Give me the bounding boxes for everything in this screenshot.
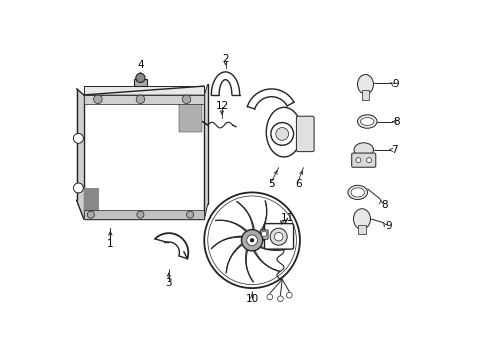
Polygon shape	[263, 219, 288, 240]
Text: 8: 8	[382, 200, 388, 210]
Text: 9: 9	[385, 221, 392, 231]
Ellipse shape	[358, 115, 377, 128]
Bar	[84, 95, 204, 104]
Circle shape	[278, 296, 283, 302]
Text: 7: 7	[391, 145, 398, 155]
Text: 4: 4	[137, 60, 144, 70]
Polygon shape	[204, 84, 208, 219]
Circle shape	[136, 73, 145, 82]
FancyBboxPatch shape	[352, 153, 376, 167]
Circle shape	[94, 95, 102, 104]
Circle shape	[182, 95, 191, 104]
Circle shape	[74, 183, 83, 193]
Circle shape	[274, 233, 283, 241]
Circle shape	[242, 230, 263, 251]
Circle shape	[250, 238, 254, 242]
Polygon shape	[212, 237, 242, 248]
Ellipse shape	[348, 185, 368, 199]
Text: 2: 2	[222, 54, 229, 64]
Text: 9: 9	[392, 79, 399, 89]
Text: 8: 8	[393, 117, 400, 126]
Circle shape	[267, 294, 272, 300]
Polygon shape	[260, 201, 267, 233]
Ellipse shape	[358, 75, 373, 94]
Circle shape	[74, 134, 83, 143]
FancyBboxPatch shape	[358, 225, 366, 234]
Text: 11: 11	[281, 213, 294, 223]
Circle shape	[136, 95, 145, 104]
Ellipse shape	[353, 209, 370, 229]
Circle shape	[204, 192, 300, 288]
Polygon shape	[216, 220, 246, 231]
Bar	[84, 188, 99, 219]
Polygon shape	[261, 246, 293, 250]
Polygon shape	[84, 86, 204, 95]
Circle shape	[247, 235, 257, 246]
Polygon shape	[76, 89, 84, 219]
Circle shape	[261, 231, 267, 237]
Text: 10: 10	[245, 294, 259, 305]
Circle shape	[187, 211, 194, 218]
Text: 3: 3	[166, 278, 172, 288]
Circle shape	[87, 211, 95, 218]
Polygon shape	[237, 202, 254, 229]
Polygon shape	[226, 244, 242, 273]
Circle shape	[287, 292, 292, 298]
FancyBboxPatch shape	[296, 116, 314, 152]
Bar	[84, 95, 204, 219]
Polygon shape	[245, 250, 253, 282]
Text: 12: 12	[215, 100, 229, 111]
Ellipse shape	[351, 188, 365, 197]
Circle shape	[270, 228, 287, 245]
Circle shape	[276, 127, 289, 140]
Circle shape	[137, 211, 144, 218]
Circle shape	[356, 158, 361, 163]
Polygon shape	[84, 86, 204, 95]
FancyBboxPatch shape	[260, 230, 268, 239]
Bar	[179, 98, 202, 132]
Circle shape	[271, 123, 294, 145]
Bar	[84, 210, 204, 219]
Ellipse shape	[361, 118, 374, 125]
FancyBboxPatch shape	[134, 79, 147, 86]
Circle shape	[367, 158, 371, 163]
Circle shape	[208, 196, 296, 284]
Ellipse shape	[266, 107, 302, 157]
Text: 6: 6	[295, 179, 301, 189]
FancyBboxPatch shape	[265, 224, 294, 249]
FancyBboxPatch shape	[362, 90, 369, 100]
Polygon shape	[254, 251, 280, 271]
Text: 5: 5	[268, 179, 275, 189]
Ellipse shape	[354, 143, 373, 157]
Text: 1: 1	[107, 239, 114, 249]
